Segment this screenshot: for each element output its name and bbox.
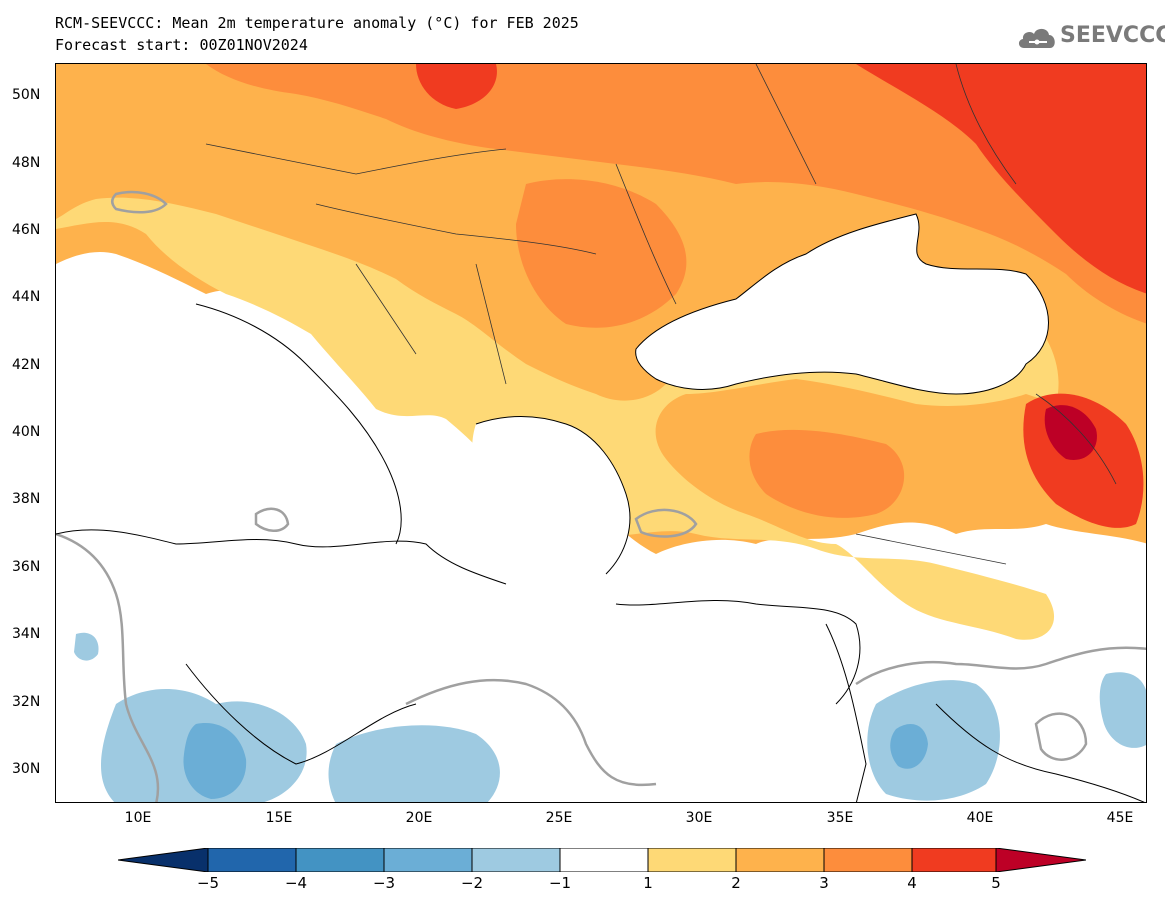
lon-label-15e: 15E: [265, 810, 293, 826]
anomaly-4-5-zone: [856, 64, 1146, 294]
black-sea: [635, 214, 1049, 394]
logo-text: SEEVCCC: [1060, 23, 1165, 48]
anomaly-5plus-zone: [1044, 405, 1097, 460]
lat-label-44n: 44N: [12, 289, 41, 305]
lon-label-35e: 35E: [826, 810, 854, 826]
anomaly-neg1-neg2-zone: [328, 725, 500, 802]
anomaly-neg1-neg2-zone: [867, 680, 1000, 801]
zero-contours: [56, 190, 1146, 802]
legend-tick: 2: [731, 874, 741, 892]
anomaly-3-4-zone: [206, 64, 1146, 324]
legend-tick: −2: [460, 874, 484, 892]
legend-tick: 5: [991, 874, 1001, 892]
mediterranean-sea: [56, 504, 860, 722]
adriatic-tyrrhenian-sea: [190, 304, 402, 544]
anomaly-neg2-neg3-zone: [183, 723, 247, 799]
lat-label-32n: 32N: [12, 694, 41, 710]
anomaly-neg1-neg2-zone: [74, 632, 99, 661]
lat-label-38n: 38N: [12, 491, 41, 507]
lon-label-10e: 10E: [124, 810, 152, 826]
lat-label-40n: 40N: [12, 424, 41, 440]
anomaly-4-5-zone: [416, 64, 497, 109]
lon-label-40e: 40E: [966, 810, 994, 826]
legend-tick: 1: [643, 874, 653, 892]
lat-label-36n: 36N: [12, 559, 41, 575]
anomaly-neg2-neg3-zone: [890, 724, 928, 769]
legend-tick: −1: [548, 874, 572, 892]
legend-tick: 4: [907, 874, 917, 892]
lat-label-42n: 42N: [12, 357, 41, 373]
legend-tick: 3: [819, 874, 829, 892]
lat-label-50n: 50N: [12, 87, 41, 103]
anomaly-neg1-neg2-zone: [1099, 672, 1146, 748]
coastlines: [56, 213, 1145, 802]
colorbar: [118, 848, 1086, 872]
anomaly-map: [55, 63, 1147, 803]
legend-tick: −5: [196, 874, 220, 892]
anomaly-1-2-zone: [56, 197, 1059, 640]
legend-tick: −3: [372, 874, 396, 892]
seevccc-logo: SEEVCCC: [1016, 22, 1165, 54]
map-title: RCM-SEEVCCC: Mean 2m temperature anomaly…: [55, 14, 579, 32]
lon-label-25e: 25E: [545, 810, 573, 826]
lat-label-48n: 48N: [12, 155, 41, 171]
legend-tick: −4: [284, 874, 308, 892]
anomaly-3-4-zone: [749, 429, 905, 518]
lat-label-30n: 30N: [12, 761, 41, 777]
lon-label-45e: 45E: [1106, 810, 1134, 826]
lon-label-30e: 30E: [685, 810, 713, 826]
map-canvas: [56, 64, 1146, 802]
aegean-sea: [472, 416, 630, 578]
forecast-start-label: Forecast start: 00Z01NOV2024: [55, 36, 308, 54]
cloud-icon: [1018, 28, 1055, 48]
country-borders: [205, 64, 1117, 565]
anomaly-3-4-zone: [516, 179, 687, 328]
lat-label-46n: 46N: [12, 222, 41, 238]
lon-label-20e: 20E: [405, 810, 433, 826]
lat-label-34n: 34N: [12, 626, 41, 642]
